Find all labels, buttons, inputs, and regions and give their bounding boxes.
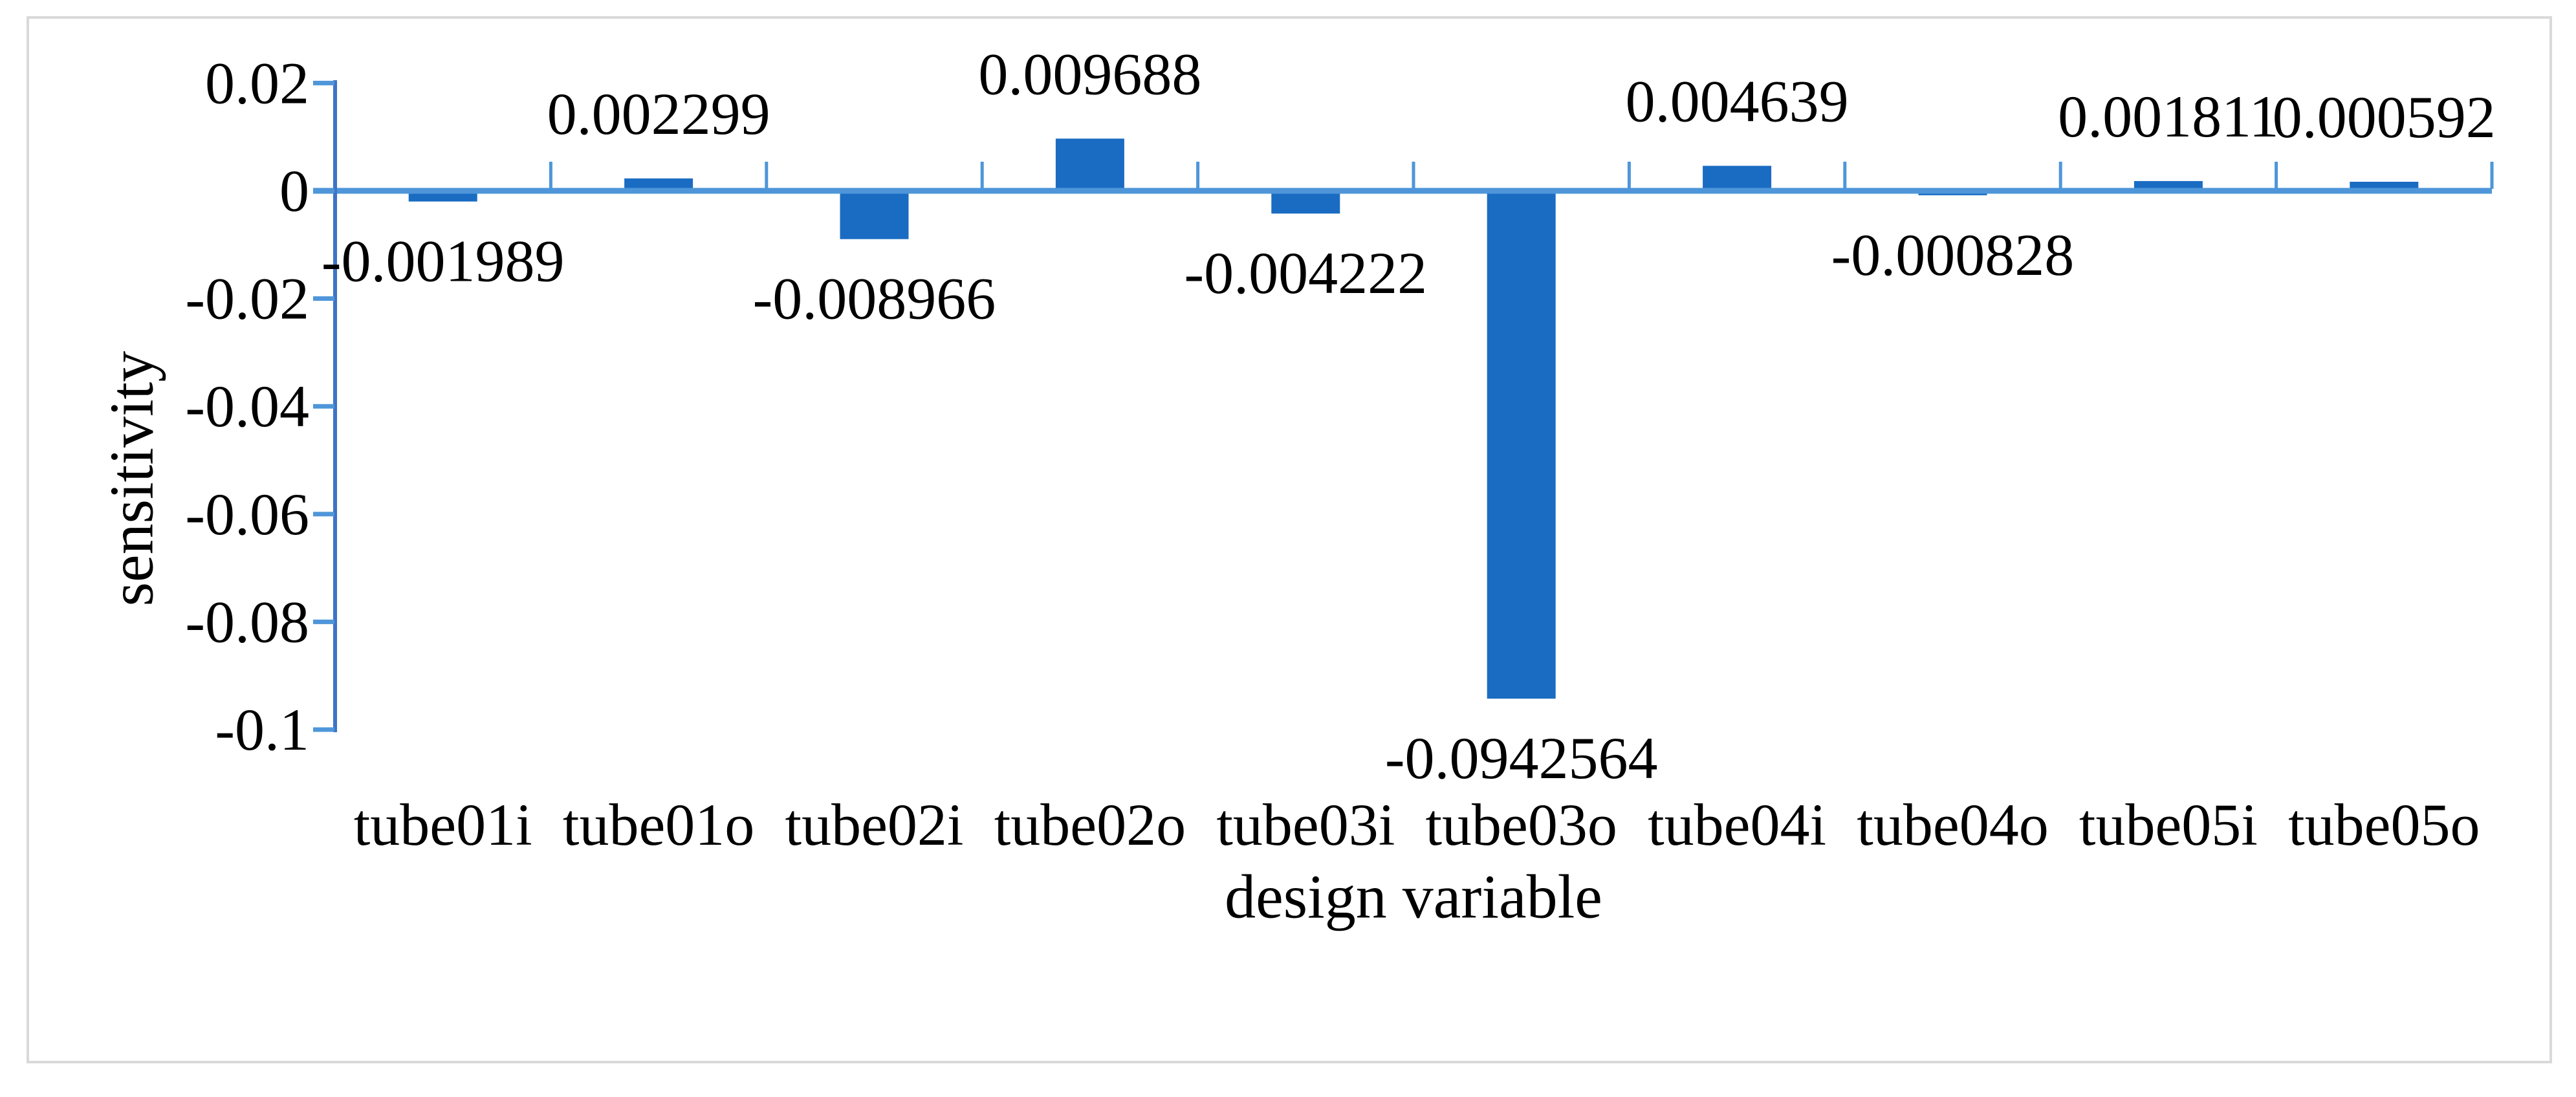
category-label: tube03o	[1425, 792, 1617, 858]
labels-layer: 0.02 0 -0.02 -0.04 -0.06 -0.08 -0.1 -0.001989 0.…	[185, 41, 2495, 858]
bar-tube01o	[624, 178, 693, 191]
x-tick	[1412, 162, 1415, 189]
y-tick-label: -0.08	[185, 589, 309, 655]
x-tick	[549, 162, 552, 189]
bar-data-label: 0.004639	[1626, 68, 1849, 134]
y-tick	[313, 296, 334, 301]
x-tick	[2058, 162, 2062, 189]
category-label: tube05i	[2079, 792, 2258, 858]
x-axis-title: design variable	[1225, 862, 1602, 931]
bar-data-label: -0.0942564	[1385, 725, 1658, 791]
y-tick	[313, 188, 334, 193]
x-tick	[1843, 162, 1847, 189]
category-label: tube05o	[2288, 792, 2480, 858]
x-tick	[2275, 162, 2278, 189]
bar-data-label: -0.004222	[1184, 240, 1427, 306]
y-tick-label: 0.02	[205, 50, 309, 116]
y-tick	[313, 619, 334, 624]
bar-data-label: 0.001811	[2058, 83, 2279, 149]
bar-data-label: 0.002299	[547, 81, 770, 147]
category-label: tube01o	[563, 792, 754, 858]
category-label: tube04o	[1857, 792, 2048, 858]
y-tick-label: -0.04	[185, 373, 309, 439]
x-tick	[980, 162, 984, 189]
bar-tube04i	[1703, 166, 1772, 191]
y-tick-label: 0	[279, 158, 309, 224]
y-tick	[313, 512, 334, 517]
category-label: tube02o	[994, 792, 1186, 858]
bar-data-label: -0.001989	[322, 228, 565, 294]
bar-data-label: 0.000592	[2273, 84, 2496, 150]
category-label: tube04i	[1648, 792, 1826, 858]
bar-data-label: -0.000828	[1831, 222, 2075, 288]
category-label: tube02i	[785, 792, 964, 858]
bars-layer	[408, 138, 2419, 699]
x-tick	[1196, 162, 1200, 189]
x-tick	[1627, 162, 1631, 189]
y-tick-label: -0.06	[185, 481, 309, 547]
bar-tube03i	[1271, 191, 1340, 214]
y-tick	[313, 404, 334, 409]
bar-data-label: -0.008966	[753, 266, 996, 332]
axis-layer	[313, 80, 2494, 732]
y-axis-line	[333, 80, 337, 732]
x-tick	[2490, 162, 2494, 189]
x-tick	[765, 162, 769, 189]
y-tick-label: -0.02	[185, 266, 309, 332]
bar-tube02o	[1055, 138, 1124, 191]
bar-tube02i	[840, 191, 909, 239]
bar-tube03o	[1487, 191, 1556, 699]
y-axis-title: sensitivity	[97, 351, 166, 607]
bar-data-label: 0.009688	[978, 41, 1201, 107]
category-label: tube01i	[354, 792, 532, 858]
y-tick	[313, 80, 334, 85]
y-tick	[313, 727, 334, 732]
category-label: tube03i	[1216, 792, 1395, 858]
y-tick-label: -0.1	[215, 697, 309, 763]
chart-border-frame	[27, 16, 2552, 1063]
category-axis-line	[313, 188, 2492, 194]
